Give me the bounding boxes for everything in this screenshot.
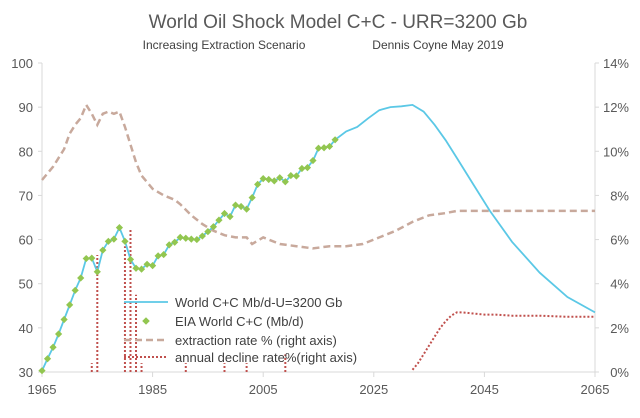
eia-data-point [198, 232, 206, 240]
eia-data-point [281, 178, 289, 186]
y-right-tick-label: 12% [603, 100, 629, 115]
eia-data-point [160, 250, 168, 259]
legend-swatch-eia [142, 317, 150, 325]
x-tick-label: 2005 [249, 382, 278, 397]
eia-data-point [265, 175, 273, 184]
x-tick-label: 1965 [28, 382, 57, 397]
y-right-tick-label: 10% [603, 144, 629, 159]
eia-data-point [292, 172, 300, 180]
series-decline-rate-line [411, 311, 595, 371]
y-right-tick-label: 0% [610, 365, 629, 380]
eia-data-point [259, 175, 267, 183]
eia-data-point [187, 235, 195, 243]
eia-data-point [77, 274, 85, 282]
eia-data-point [115, 224, 124, 232]
y-left-tick-label: 60 [19, 233, 33, 248]
eia-data-point [314, 144, 323, 152]
eia-data-point [60, 315, 68, 324]
y-right-tick-label: 4% [610, 277, 629, 292]
eia-data-point [99, 246, 107, 254]
eia-data-point [193, 235, 201, 244]
y-left-tick-label: 40 [19, 321, 33, 336]
eia-data-point [209, 223, 218, 231]
eia-data-point [237, 202, 245, 211]
chart-subtitle-right: Dennis Coyne May 2019 [372, 38, 504, 52]
eia-data-point [182, 234, 190, 242]
eia-data-point [325, 142, 334, 151]
eia-data-point [104, 237, 112, 245]
legend: World C+C Mb/d-U=3200 Gb EIA World C+C (M… [124, 295, 357, 365]
eia-data-point [88, 254, 96, 262]
eia-data-point [331, 136, 339, 144]
eia-data-point [248, 194, 256, 202]
eia-data-point [243, 205, 251, 213]
legend-label: annual decline rate%(right axis) [175, 350, 357, 365]
x-tick-label: 2065 [581, 382, 610, 397]
eia-data-point [38, 367, 46, 375]
eia-data-point [254, 180, 262, 188]
eia-data-point [143, 260, 151, 268]
y-left-tick-label: 80 [19, 144, 33, 159]
eia-data-point [132, 264, 140, 272]
eia-data-point [303, 164, 312, 172]
eia-data-point [171, 238, 179, 246]
eia-data-point [320, 144, 328, 152]
eia-data-point [149, 262, 157, 270]
eia-data-point [270, 177, 278, 185]
eia-data-point [298, 164, 306, 173]
eia-data-point [126, 255, 135, 264]
x-tick-label: 1985 [138, 382, 167, 397]
eia-data-point [121, 237, 129, 245]
eia-data-point [54, 330, 63, 338]
series-layer [38, 102, 596, 375]
eia-data-point [231, 201, 240, 209]
series-extraction-rate-line [41, 102, 595, 250]
y-right-tick-label: 6% [610, 233, 629, 248]
y-left-tick-label: 90 [19, 100, 33, 115]
eia-data-point [71, 286, 79, 294]
eia-data-point [176, 233, 184, 241]
y-left-tick-label: 30 [19, 365, 33, 380]
legend-label: EIA World C+C (Mb/d) [175, 314, 304, 329]
eia-data-point [276, 174, 284, 182]
eia-data-point [165, 241, 173, 249]
y-right-tick-label: 8% [610, 188, 629, 203]
eia-data-point [66, 301, 74, 309]
y-left-tick-label: 100 [11, 56, 33, 71]
eia-data-point [309, 156, 317, 165]
y-left-tick-label: 70 [19, 188, 33, 203]
y-right-tick-label: 2% [610, 321, 629, 336]
eia-data-point [215, 216, 223, 224]
y-left-tick-label: 50 [19, 277, 33, 292]
chart-title: World Oil Shock Model C+C - URR=3200 Gb [149, 12, 528, 33]
legend-label: World C+C Mb/d-U=3200 Gb [175, 295, 342, 310]
x-tick-label: 2045 [470, 382, 499, 397]
eia-data-point [110, 235, 118, 243]
x-tick-label: 2025 [359, 382, 388, 397]
eia-data-point [93, 268, 101, 276]
chart-subtitle-left: Increasing Extraction Scenario [143, 38, 306, 52]
eia-data-point [49, 343, 57, 351]
eia-data-point [137, 265, 146, 273]
eia-data-point [226, 213, 234, 221]
eia-data-point [220, 209, 229, 218]
eia-data-point [43, 355, 52, 363]
axes-layer: 1965 1985 2005 2025 2045 2065 30 40 50 60 70 80 90 10… [11, 56, 629, 397]
eia-data-point [204, 228, 212, 236]
eia-data-point [287, 171, 295, 180]
eia-data-point [82, 254, 90, 263]
eia-data-point [154, 252, 162, 260]
y-right-tick-label: 14% [603, 56, 629, 71]
legend-label: extraction rate % (right axis) [175, 333, 337, 348]
